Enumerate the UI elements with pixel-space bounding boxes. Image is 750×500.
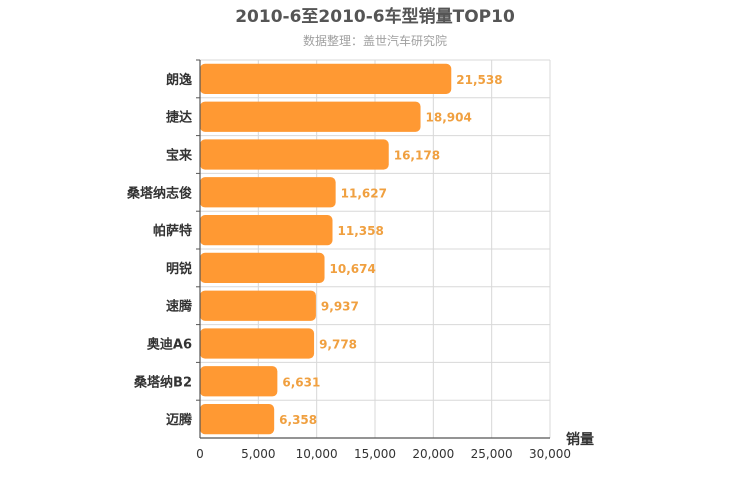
labels: 0 5,000 10,000 15,000 20,000 25,000 30,000 21,5… <box>126 72 571 461</box>
bar <box>200 252 325 284</box>
bar <box>200 139 389 170</box>
y-tick-label: 桑塔纳B2 <box>133 374 192 390</box>
bar <box>200 214 333 246</box>
bar <box>200 328 315 359</box>
y-tick-label: 朗逸 <box>166 72 192 88</box>
bar <box>200 177 336 208</box>
axes <box>196 59 550 439</box>
x-tick-label: 20,000 <box>412 447 454 461</box>
bar <box>200 403 275 435</box>
y-tick-label: 迈腾 <box>166 412 193 428</box>
data-label: 10,674 <box>330 262 376 276</box>
y-tick-label: 速腾 <box>166 299 193 315</box>
data-label: 11,358 <box>338 224 384 238</box>
y-tick-label: 桑塔纳志俊 <box>126 185 192 201</box>
y-tick-label: 宝来 <box>166 148 193 164</box>
y-tick-label: 奥迪A6 <box>147 337 192 353</box>
data-label: 18,904 <box>426 111 472 125</box>
y-tick-label: 明锐 <box>166 261 192 277</box>
bar <box>200 101 421 132</box>
data-label: 9,937 <box>321 300 359 314</box>
x-tick-label: 30,000 <box>529 447 571 461</box>
x-tick-label: 0 <box>196 447 204 461</box>
x-tick-label: 10,000 <box>296 447 338 461</box>
x-tick-label: 15,000 <box>354 447 396 461</box>
data-label: 16,178 <box>394 149 440 163</box>
x-tick-label: 25,000 <box>471 447 513 461</box>
bar <box>200 290 316 321</box>
chart-title: 2010-6至2010-6车型销量TOP10 <box>235 6 515 27</box>
data-label: 9,778 <box>319 338 357 352</box>
data-label: 11,627 <box>341 186 387 200</box>
chart-subtitle: 数据整理：盖世汽车研究院 <box>303 33 447 48</box>
x-tick-label: 5,000 <box>241 447 275 461</box>
y-tick-label: 捷达 <box>166 110 192 126</box>
data-label: 6,631 <box>282 375 320 389</box>
bar <box>200 366 278 397</box>
bar <box>200 63 452 95</box>
bars <box>200 63 452 435</box>
y-tick-label: 帕萨特 <box>153 223 192 239</box>
data-label: 6,358 <box>279 413 317 427</box>
x-axis-title: 销量 <box>566 431 594 448</box>
data-label: 21,538 <box>456 73 502 87</box>
